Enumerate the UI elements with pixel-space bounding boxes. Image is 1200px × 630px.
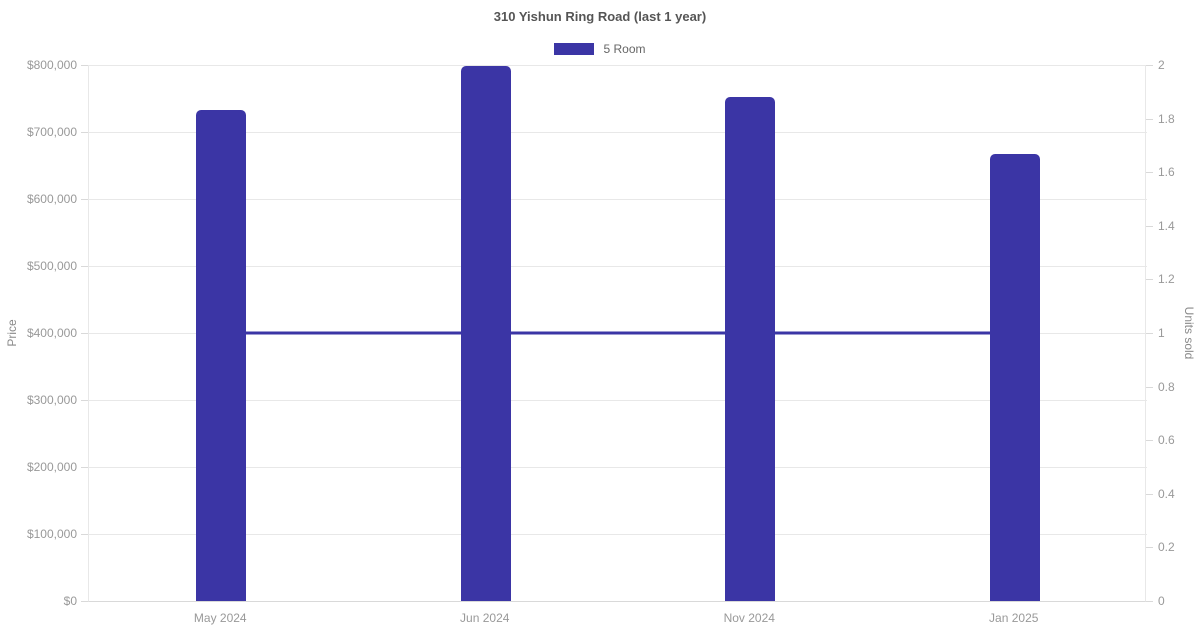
x-axis-label: Jan 2025 <box>989 611 1039 625</box>
y-left-tick-label: $300,000 <box>26 393 77 407</box>
y-left-tick-mark <box>81 65 88 66</box>
y-right-tick-label: 0.6 <box>1158 433 1175 448</box>
y-right-tick-mark <box>1146 333 1153 334</box>
y-right-tick-label: 2 <box>1158 58 1165 72</box>
y-left-tick-mark <box>81 400 88 401</box>
y-left-tick-label: $100,000 <box>26 527 77 541</box>
y-right-tick-label: 0.4 <box>1158 486 1175 501</box>
y-right-tick-mark <box>1146 118 1153 120</box>
y-right-tick-mark <box>1146 386 1153 388</box>
price-bar <box>460 66 511 601</box>
y-left-tick-mark <box>81 199 88 200</box>
x-axis-label: Nov 2024 <box>723 611 775 625</box>
gridline <box>89 399 1147 401</box>
units-sold-line <box>221 331 1015 335</box>
y-right-tick-mark <box>1146 225 1153 227</box>
gridline <box>89 64 1147 66</box>
y-left-tick-mark <box>81 534 88 535</box>
y-left-tick-label: $700,000 <box>26 125 77 139</box>
y-right-tick-label: 1.8 <box>1158 111 1175 126</box>
y-right-tick-label: 1.4 <box>1158 218 1175 233</box>
y-right-tick-mark <box>1146 547 1153 549</box>
price-bar <box>989 154 1040 601</box>
y-right-tick-mark <box>1146 172 1153 174</box>
y-left-tick-label: $500,000 <box>26 259 77 273</box>
y-right-tick-label: 0.2 <box>1158 540 1175 555</box>
y-right-tick-label: 1 <box>1158 326 1165 340</box>
x-axis-label: May 2024 <box>193 611 247 625</box>
y-left-tick-label: $400,000 <box>26 326 77 340</box>
y-right-tick-mark <box>1146 279 1153 281</box>
y-right-tick-label: 1.6 <box>1158 165 1175 180</box>
y-left-tick-mark <box>81 467 88 468</box>
y-right-tick-label: 0 <box>1158 594 1165 608</box>
gridline <box>89 131 1147 133</box>
y-left-tick-label: $800,000 <box>26 58 77 72</box>
legend: 5 Room <box>0 42 1200 56</box>
y-left-tick-label: $0 <box>63 594 77 608</box>
legend-swatch <box>554 43 595 55</box>
price-bar <box>196 109 247 601</box>
y-left-tick-label: $600,000 <box>26 192 77 206</box>
gridline <box>89 265 1147 267</box>
y-left-tick-mark <box>81 132 88 133</box>
y-left-tick-mark <box>81 601 88 602</box>
y-right-tick-label: 1.2 <box>1158 272 1175 287</box>
chart-title: 310 Yishun Ring Road (last 1 year) <box>493 9 707 24</box>
gridline <box>89 198 1147 200</box>
y-right-tick-mark <box>1146 440 1153 442</box>
y-right-tick-mark <box>1146 493 1153 495</box>
legend-label: 5 Room <box>603 42 646 56</box>
gridline <box>89 533 1147 535</box>
y-left-tick-mark <box>81 333 88 334</box>
y-right-tick-label: 0.8 <box>1158 379 1175 394</box>
y-left-tick-label: $200,000 <box>26 460 77 474</box>
y-left-tick-mark <box>81 266 88 267</box>
price-bar <box>725 97 776 601</box>
y-axis-title-units-sold: Units sold <box>1182 306 1196 360</box>
x-axis-label: Jun 2024 <box>460 611 510 625</box>
y-right-tick-mark <box>1146 65 1153 66</box>
gridline <box>89 466 1147 468</box>
plot-area <box>88 64 1147 602</box>
y-right-tick-mark <box>1146 601 1153 602</box>
